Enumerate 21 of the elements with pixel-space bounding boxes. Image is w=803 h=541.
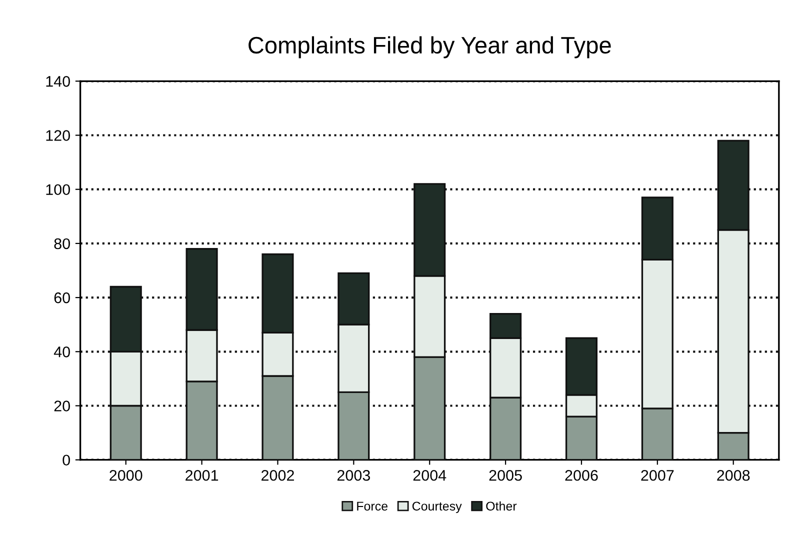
x-tick-label: 2008 (717, 470, 750, 481)
x-tick-label: 2006 (565, 470, 598, 481)
x-tick-label: 2003 (337, 470, 370, 481)
y-tick-label: 60 (54, 292, 70, 304)
y-tick-label: 80 (54, 238, 70, 250)
x-tick-label: 2002 (262, 470, 294, 481)
legend-label: Courtesy (412, 502, 462, 514)
legend-label: Other (486, 501, 517, 511)
x-tick-label: 2000 (110, 470, 142, 481)
y-tick-label: 140 (46, 76, 70, 87)
x-tick-label: 2007 (641, 470, 674, 481)
legend-label: Force (357, 502, 388, 511)
x-tick-label: 2005 (489, 470, 522, 481)
y-tick-label: 40 (54, 346, 70, 358)
y-tick-label: 120 (46, 130, 70, 141)
x-tick-label: 2004 (413, 470, 446, 481)
y-tick-label: 20 (54, 400, 70, 412)
x-tick-label: 2001 (186, 470, 218, 481)
y-tick-label: 0 (62, 454, 70, 466)
y-tick-label: 100 (46, 184, 70, 196)
chart-title: Complaints Filed by Year and Type (248, 36, 611, 58)
